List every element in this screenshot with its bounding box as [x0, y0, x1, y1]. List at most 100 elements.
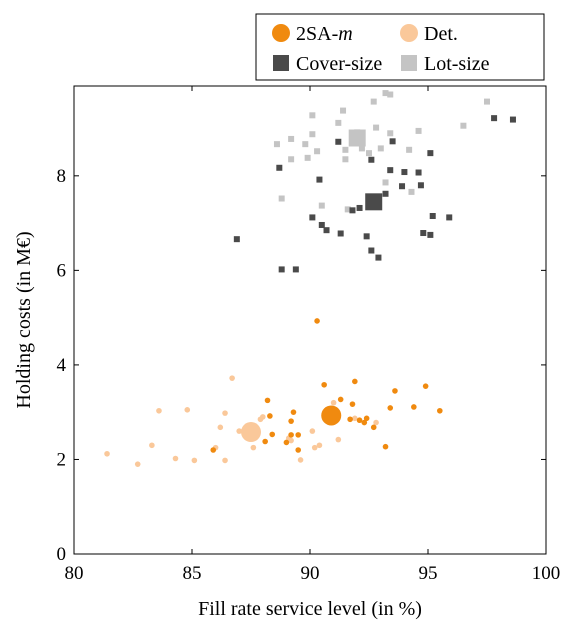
point-cover-size: [335, 138, 342, 145]
point-cover-size: [323, 227, 330, 234]
data-marks: [104, 90, 516, 467]
point-lot-size: [373, 124, 380, 131]
point-lot-size: [318, 202, 325, 209]
legend-box: [255, 13, 545, 81]
point-cover-size: [309, 214, 316, 221]
x-tick-label: 100: [532, 563, 561, 584]
legend-marker-2sa-m: [272, 24, 290, 42]
point-2sa-m: [356, 417, 363, 424]
point-lot-size: [288, 156, 295, 163]
point-cover-size: [363, 233, 370, 240]
point-2sa-m: [295, 432, 302, 438]
point-lot-size: [309, 131, 316, 138]
x-tick-label: 80: [65, 563, 84, 584]
point-lot-size: [382, 90, 389, 97]
legend-label-det: Det.: [424, 23, 458, 45]
point-cover-size: [337, 230, 344, 237]
point-lot-size: [460, 122, 467, 129]
point-det: [311, 444, 318, 451]
point-cover-size: [427, 231, 434, 238]
point-det: [297, 457, 304, 463]
point-2sa-m: [387, 405, 394, 411]
point-lot-size: [304, 154, 311, 161]
point-lot-size: [370, 98, 377, 105]
point-det: [236, 428, 242, 434]
average-2sa-m: [321, 405, 342, 426]
point-2sa-m: [437, 407, 443, 414]
point-2sa-m: [382, 443, 389, 450]
point-cover-size: [417, 182, 424, 189]
point-lot-size: [278, 195, 285, 202]
point-lot-size: [309, 112, 316, 119]
point-det: [149, 442, 155, 449]
point-lot-size: [273, 141, 280, 148]
point-2sa-m: [370, 424, 377, 431]
point-det: [217, 424, 224, 431]
x-axis-ticks: 80 85 90 95 100: [65, 86, 561, 584]
legend-marker-cover-size: [273, 55, 289, 71]
y-tick-label: 4: [57, 355, 67, 376]
point-cover-size: [415, 169, 422, 176]
point-2sa-m: [288, 432, 294, 438]
point-cover-size: [491, 115, 498, 122]
point-cover-size: [446, 214, 453, 221]
point-lot-size: [382, 179, 389, 186]
point-cover-size: [292, 266, 299, 273]
y-tick-label: 0: [57, 544, 67, 565]
point-2sa-m: [349, 401, 356, 407]
point-2sa-m: [392, 388, 398, 394]
point-lot-size: [342, 146, 349, 153]
point-2sa-m: [290, 409, 297, 415]
point-cover-size: [387, 167, 394, 174]
point-2sa-m: [210, 447, 217, 453]
point-2sa-m: [283, 439, 290, 446]
point-lot-size: [302, 141, 309, 148]
point-lot-size: [484, 98, 490, 105]
legend-marker-det: [400, 24, 418, 42]
y-axis-ticks: 0 2 4 6 8: [57, 166, 546, 565]
point-2sa-m: [352, 378, 358, 385]
x-axis-label: Fill rate service level (in %): [198, 598, 422, 620]
point-lot-size: [408, 188, 415, 195]
point-cover-size: [389, 138, 396, 145]
point-cover-size: [316, 176, 323, 183]
point-det: [222, 457, 228, 464]
point-2sa-m: [347, 416, 353, 423]
point-cover-size: [349, 207, 356, 214]
point-2sa-m: [422, 383, 429, 389]
x-tick-label: 90: [301, 563, 320, 584]
point-cover-size: [356, 204, 363, 211]
point-2sa-m: [361, 419, 368, 426]
legend-label-2sa-m-italic: m: [338, 23, 352, 45]
point-2sa-m: [269, 431, 276, 438]
point-cover-size: [382, 190, 389, 197]
point-det: [250, 444, 257, 451]
point-det: [316, 442, 323, 449]
point-cover-size: [368, 247, 375, 254]
point-lot-size: [342, 156, 349, 163]
legend: 2SA-m Det. Cover-size Lot-size: [255, 13, 545, 81]
average-cover-size: [365, 193, 383, 211]
legend-label-cover-size: Cover-size: [296, 53, 382, 75]
y-tick-label: 6: [57, 260, 67, 281]
point-2sa-m: [337, 396, 344, 403]
point-lot-size: [288, 135, 295, 142]
point-cover-size: [427, 150, 434, 157]
point-det: [156, 407, 162, 414]
point-lot-size: [314, 148, 321, 155]
point-2sa-m: [295, 447, 302, 453]
point-2sa-m: [262, 438, 268, 445]
legend-label-2sa-m: 2SA-m: [296, 23, 353, 45]
point-det: [309, 428, 316, 434]
point-lot-size: [387, 130, 394, 137]
point-cover-size: [420, 230, 427, 237]
point-det: [134, 461, 141, 467]
point-det: [373, 419, 379, 426]
point-2sa-m: [411, 404, 417, 410]
point-cover-size: [429, 213, 436, 219]
point-det: [222, 410, 228, 416]
average-lot-size: [348, 129, 366, 147]
y-axis-label: Holding costs (in M€): [13, 231, 35, 408]
point-cover-size: [375, 254, 382, 261]
